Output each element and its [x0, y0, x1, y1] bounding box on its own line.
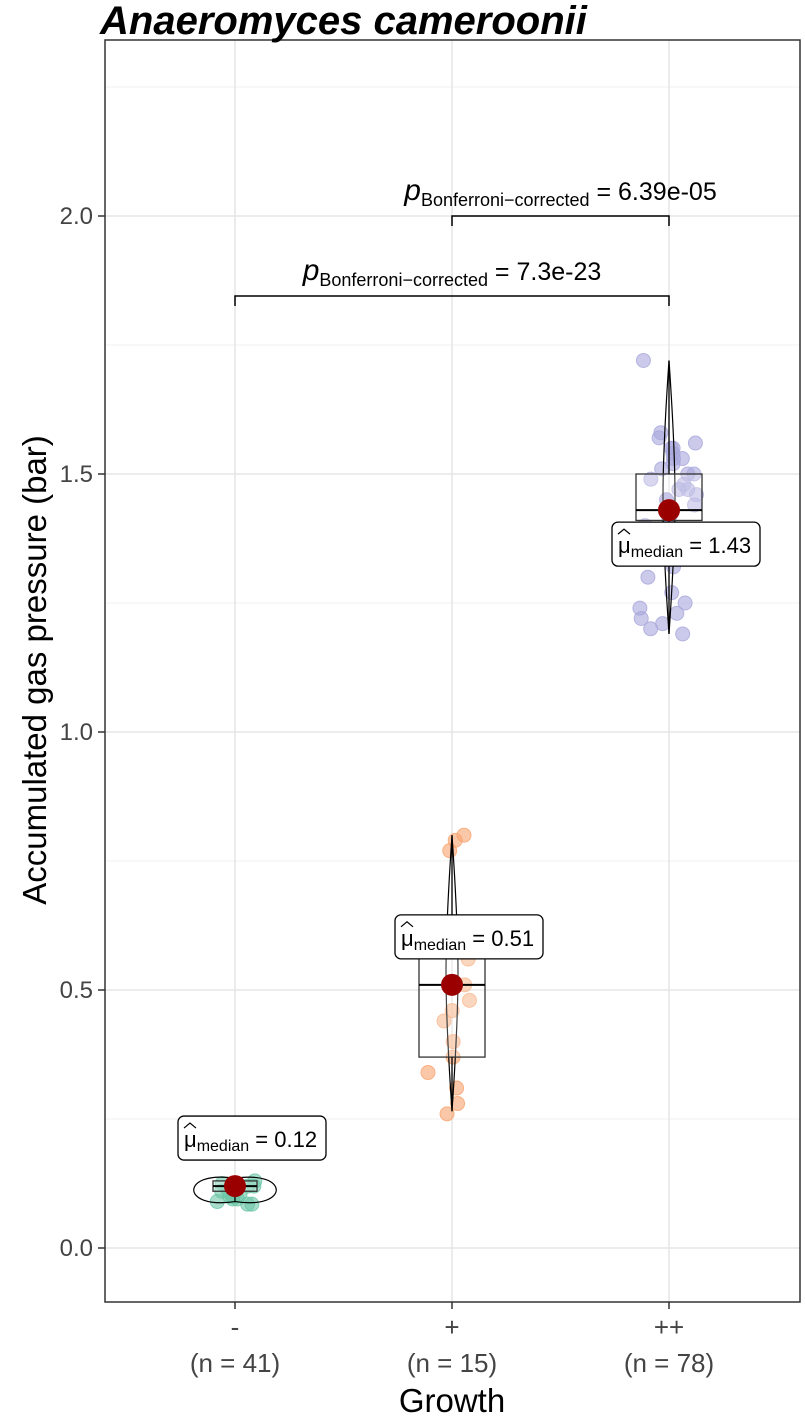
- median-label-eq: =: [466, 926, 491, 951]
- data-point: [635, 352, 651, 368]
- y-tick-label: 0.0: [60, 1235, 93, 1262]
- data-point: [444, 1003, 460, 1019]
- median-label-box: [177, 1115, 327, 1161]
- median-point: [224, 1175, 246, 1198]
- comparison-label: pBonferroni−corrected = 6.39e-05: [403, 174, 716, 210]
- median-label-value: 0.51: [491, 926, 534, 951]
- median-label-sub: median: [631, 544, 683, 561]
- data-point: [687, 435, 703, 451]
- p-value: 7.3e-23: [516, 258, 601, 286]
- data-point: [643, 621, 659, 637]
- comparison-bracket: pBonferroni−corrected = 6.39e-05: [403, 174, 717, 226]
- x-category-label: ++: [654, 1312, 684, 1342]
- chart-title: Anaeromyces cameroonii: [99, 0, 588, 43]
- data-point: [674, 451, 690, 467]
- comparison-label: pBonferroni−corrected = 7.3e-23: [302, 254, 602, 290]
- median-hat: [400, 921, 414, 928]
- median-label-text: μmedian = 0.12: [184, 1127, 317, 1155]
- median-label-sub: median: [414, 937, 466, 954]
- median-label-box: [394, 914, 544, 960]
- p-symbol: p: [302, 254, 320, 287]
- bracket-line: [451, 215, 670, 226]
- x-category-label: -: [231, 1312, 240, 1342]
- data-point: [651, 430, 667, 446]
- y-axis-title: Accumulated gas pressure (bar): [16, 435, 53, 905]
- bracket-line: [234, 295, 670, 306]
- data-point: [677, 595, 693, 611]
- y-tick-label: 0.5: [60, 977, 93, 1004]
- data-point: [643, 471, 659, 487]
- median-label-value: 1.43: [708, 533, 751, 558]
- marks-layer: [193, 352, 704, 1212]
- data-point: [633, 610, 649, 626]
- median-label-eq: =: [249, 1127, 274, 1152]
- median-label: μmedian = 1.43: [611, 521, 761, 567]
- axes-layer: 0.0 0.5 1.0 1.5 2.0 - (n = 41) + (n = 15) ++ (n = …: [60, 203, 715, 1378]
- median-label-symbol: μ: [184, 1127, 197, 1152]
- x-n-label: (n = 78): [624, 1348, 714, 1378]
- median-point: [441, 973, 463, 996]
- data-point: [675, 626, 691, 642]
- data-point: [669, 605, 685, 621]
- median-hat: [617, 528, 631, 535]
- p-eq: =: [488, 258, 517, 286]
- data-point: [461, 992, 477, 1008]
- p-symbol: p: [403, 174, 421, 207]
- data-point: [420, 1065, 436, 1081]
- data-point: [680, 481, 696, 497]
- x-axis-title: Growth: [399, 1382, 505, 1419]
- data-point: [442, 843, 458, 859]
- median-label: μmedian = 0.12: [177, 1115, 327, 1161]
- p-subscript: Bonferroni−corrected: [319, 270, 488, 290]
- median-hat: [183, 1122, 197, 1129]
- median-point: [658, 499, 680, 522]
- median-label-sub: median: [197, 1138, 249, 1155]
- y-tick-label: 1.5: [60, 461, 93, 488]
- p-value: 6.39e-05: [618, 178, 717, 206]
- data-point: [439, 1106, 455, 1122]
- median-label-text: μmedian = 1.43: [618, 533, 751, 561]
- median-label-symbol: μ: [401, 926, 414, 951]
- data-point: [640, 569, 656, 585]
- p-subscript: Bonferroni−corrected: [421, 190, 590, 210]
- median-label-eq: =: [683, 533, 708, 558]
- data-point: [240, 1196, 256, 1212]
- x-n-label: (n = 41): [190, 1348, 280, 1378]
- x-category-label: +: [444, 1312, 459, 1342]
- median-label-box: [611, 521, 761, 567]
- x-n-label: (n = 15): [407, 1348, 497, 1378]
- median-label-text: μmedian = 0.51: [401, 926, 534, 954]
- median-label: μmedian = 0.51: [394, 914, 544, 960]
- comparison-bracket: pBonferroni−corrected = 7.3e-23: [234, 254, 670, 306]
- y-tick-label: 2.0: [60, 203, 93, 230]
- data-point: [450, 1096, 466, 1112]
- median-label-value: 0.12: [274, 1127, 317, 1152]
- p-eq: =: [590, 178, 619, 206]
- median-label-symbol: μ: [618, 533, 631, 558]
- y-tick-label: 1.0: [60, 719, 93, 746]
